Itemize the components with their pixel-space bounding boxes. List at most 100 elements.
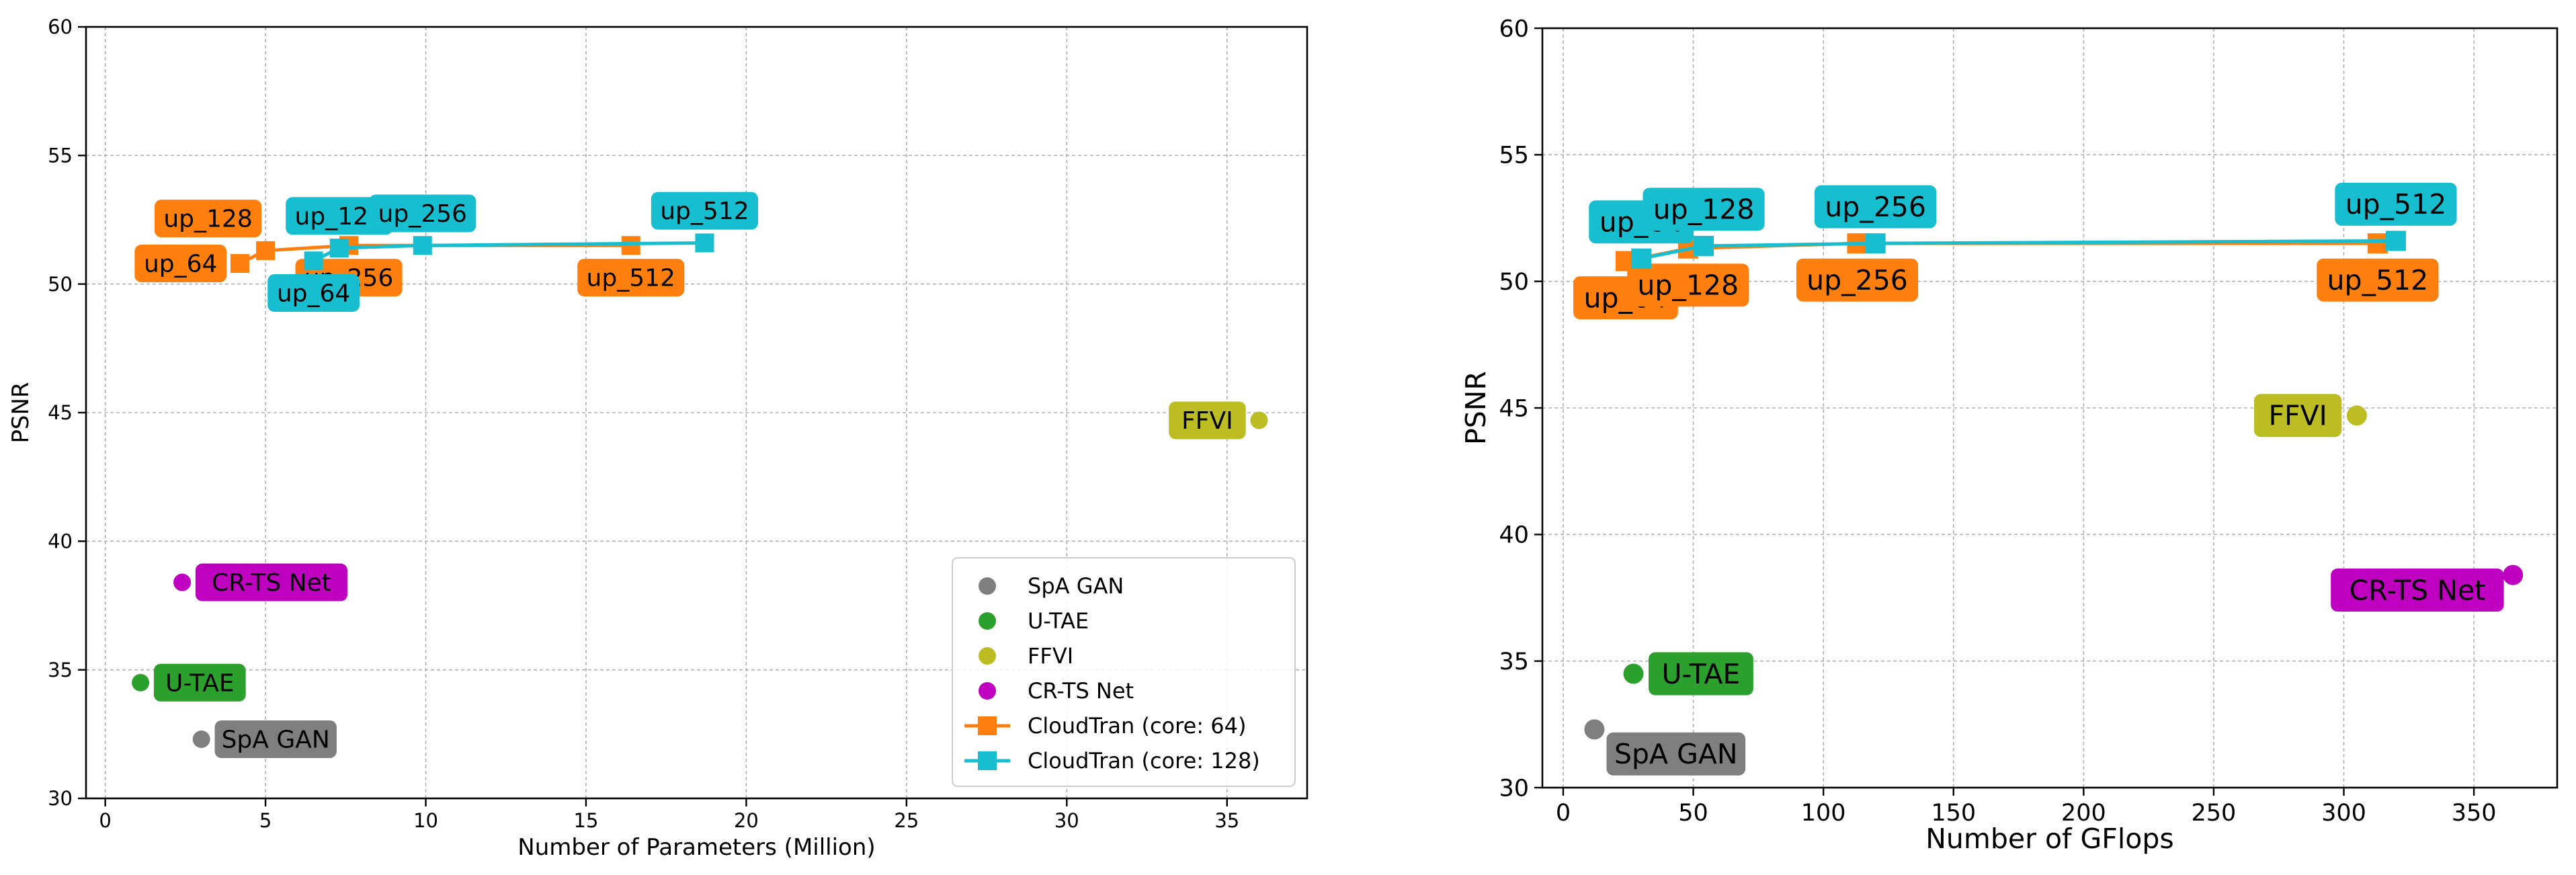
annotation-up-128-box (1643, 188, 1765, 231)
annotation-up-256-box (369, 194, 476, 233)
chart-gflops: 0 50 100 150 200 250 300 350 30 35 40 45 50 55 60 Numbe… (1460, 15, 2559, 855)
annotation-cr-ts-net: CR-TS Net (2350, 574, 2486, 606)
x-tick-label: 25 (894, 809, 919, 832)
annotation-up-128: up_128 (1637, 269, 1739, 302)
plot-frame (1541, 27, 2559, 789)
legend-label-cloudtran-core-128: CloudTran (core: 128) (1028, 748, 1260, 774)
legend-label-u-tae: U-TAE (1028, 608, 1089, 634)
legend-box (952, 557, 1296, 787)
series-marker-cloudtran-core-64 (256, 241, 276, 260)
x-tick-label: 100 (1801, 800, 1846, 827)
annotation-ffvi: FFVI (2268, 400, 2327, 432)
series-marker-cloudtran-core-128 (413, 236, 432, 255)
y-axis-label: PSNR (7, 382, 34, 443)
annotation-cr-ts-net-box (2331, 569, 2504, 612)
legend-marker-cloudtran-core-64 (978, 716, 997, 735)
annotation-spa-gan-box (214, 720, 337, 758)
annotation-up-256-box (1814, 185, 1937, 228)
legend-label-ffvi: FFVI (1028, 643, 1073, 669)
annotation-ffvi-box (1169, 401, 1246, 440)
annotation-up-128-box (1627, 263, 1749, 307)
annotation-up-512: up_512 (2327, 264, 2428, 296)
y-tick-label: 55 (1499, 142, 1529, 169)
annotation-ffvi: FFVI (1181, 407, 1233, 435)
annotation-up-256-box (1796, 258, 1919, 302)
y-tick-label: 35 (1499, 649, 1529, 675)
series-marker-cloudtran-core-128 (304, 251, 323, 271)
series-marker-cloudtran-core-64 (2367, 233, 2388, 254)
annotation-up-512: up_512 (587, 265, 675, 292)
legend-marker-spa-gan (979, 577, 996, 595)
annotation-up-128: up_128 (295, 203, 384, 231)
annotation-up-256: up_256 (1806, 264, 1908, 296)
x-tick-label: 30 (1054, 809, 1079, 832)
legend-label-cr-ts-net: CR-TS Net (1028, 678, 1134, 704)
annotation-up-64: up_64 (277, 280, 350, 308)
point-ffvi (1250, 411, 1268, 429)
series-marker-cloudtran-core-128 (695, 233, 714, 253)
annotation-up-512: up_512 (2345, 188, 2447, 220)
y-tick-label: 30 (48, 787, 73, 810)
legend-marker-ffvi (979, 647, 996, 665)
annotation-spa-gan: SpA GAN (222, 726, 330, 754)
y-tick-label: 50 (48, 273, 73, 296)
plot-frame (85, 26, 1308, 800)
x-tick-label: 300 (2321, 800, 2366, 827)
series-marker-cloudtran-core-64 (621, 236, 640, 255)
legend-marker-cr-ts-net (979, 682, 996, 700)
annotation-up-64-box (134, 245, 227, 283)
y-tick-label: 40 (1499, 522, 1529, 549)
x-tick-label: 15 (574, 809, 599, 832)
x-tick-label: 150 (1931, 800, 1976, 827)
x-tick-label: 0 (1556, 800, 1571, 827)
y-axis-label: PSNR (1460, 371, 1492, 445)
point-cr-ts-net (173, 573, 192, 591)
legend: SpA GAN U-TAE FFVI CR-TS Net CloudTran (core… (952, 557, 1296, 787)
y-tick-label: 35 (48, 659, 73, 681)
annotation-u-tae: U-TAE (1662, 658, 1741, 690)
annotation-up-128-box (155, 200, 262, 238)
annotation-up-256: up_256 (378, 200, 467, 228)
annotation-up-256: up_256 (1825, 191, 1926, 223)
annotation-up-128-box (286, 197, 393, 235)
x-tick-label: 35 (1214, 809, 1239, 832)
y-tick-label: 30 (1499, 775, 1529, 802)
y-tick-label: 55 (48, 144, 73, 167)
annotation-up-512: up_512 (660, 198, 749, 225)
annotation-up-64: up_64 (144, 251, 217, 278)
x-axis-label: Number of GFlops (1925, 823, 2174, 855)
point-spa-gan (192, 730, 210, 748)
x-tick-label: 350 (2452, 800, 2497, 827)
legend-label-spa-gan: SpA GAN (1028, 573, 1124, 599)
legend-marker-cloudtran-core-128 (978, 751, 997, 770)
annotation-u-tae-box (153, 663, 246, 702)
chart-params: 0 5 10 15 20 25 30 35 30 35 40 45 50 55 60 Number of Pa… (7, 15, 1308, 861)
series-marker-cloudtran-core-128 (1694, 235, 1714, 256)
legend-label-cloudtran-core-64: CloudTran (core: 64) (1028, 713, 1246, 739)
series-marker-cloudtran-core-128 (1865, 233, 1886, 254)
point-spa-gan (1584, 719, 1605, 740)
y-tick-label: 45 (1499, 395, 1529, 422)
annotation-up-512-box (2317, 258, 2439, 302)
annotation-u-tae-box (1649, 652, 1753, 696)
annotation-spa-gan-box (1606, 732, 1746, 776)
x-tick-label: 50 (1678, 800, 1708, 827)
series-line-cloudtran-core-128 (313, 241, 705, 263)
y-tick-label: 40 (48, 530, 73, 552)
annotation-u-tae: U-TAE (165, 669, 235, 697)
series-marker-cloudtran-core-64 (230, 254, 249, 274)
series-marker-cloudtran-core-128 (2385, 231, 2406, 251)
annotation-up-512-box (577, 259, 685, 297)
annotation-cr-ts-net-box (195, 563, 347, 601)
y-tick-label: 45 (48, 401, 73, 424)
x-tick-label: 200 (2061, 800, 2106, 827)
legend-marker-u-tae (979, 612, 996, 630)
annotation-up-512-box (651, 192, 758, 230)
x-axis-label: Number of Parameters (Million) (517, 834, 875, 861)
annotation-up-64-box (267, 274, 360, 312)
annotation-up-512-box (2335, 182, 2457, 226)
x-tick-label: 250 (2192, 800, 2237, 827)
point-u-tae (132, 673, 150, 692)
x-tick-label: 20 (734, 809, 759, 832)
